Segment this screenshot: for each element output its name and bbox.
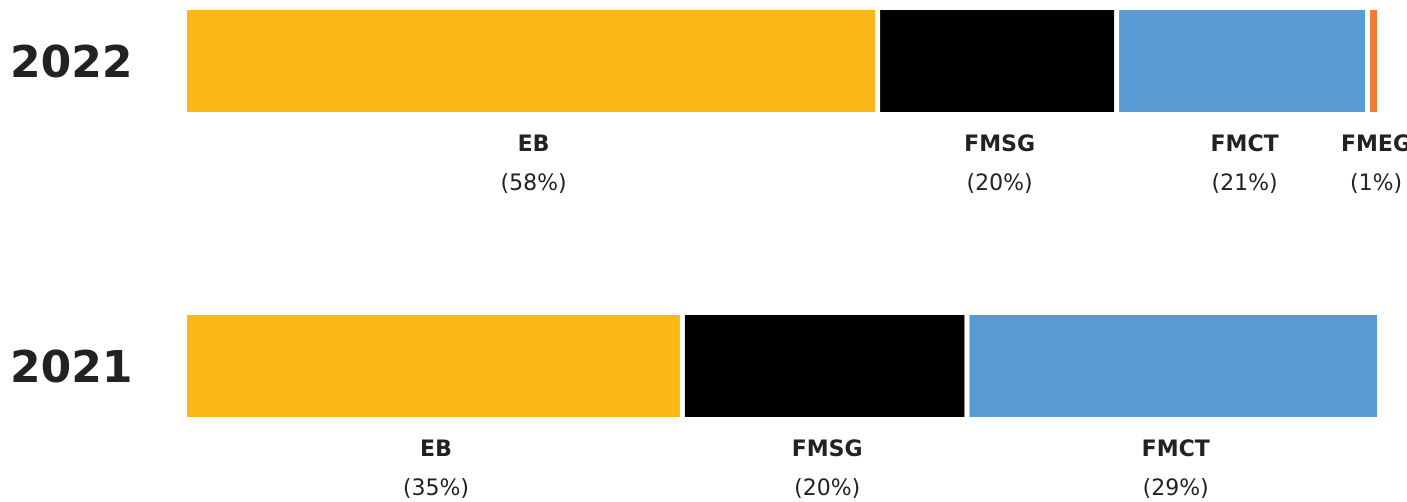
segment-value-label: (20%): [794, 476, 860, 501]
segment-name: FMSG: [792, 437, 863, 462]
segment-value-label: (21%): [1212, 171, 1278, 196]
segment-value-label: (58%): [501, 171, 567, 196]
bar-segment: [187, 10, 876, 112]
bar-segment: [880, 10, 1115, 112]
segment-value-label: (35%): [403, 476, 469, 501]
segment-name: FMCT: [1142, 437, 1210, 462]
bar-segment: [187, 315, 680, 417]
year-label: 2022: [10, 37, 132, 88]
segment-name: FMSG: [964, 132, 1035, 157]
segment-value-label: (1%): [1350, 171, 1402, 196]
bar-segment: [684, 315, 965, 417]
bar-segment: [1119, 10, 1366, 112]
segment-name: EB: [420, 437, 452, 462]
segment-value-label: (20%): [967, 171, 1033, 196]
segment-name: EB: [518, 132, 550, 157]
bar-segment: [969, 315, 1377, 417]
bar-segment: [1370, 10, 1377, 112]
segment-name: FMCT: [1211, 132, 1279, 157]
segment-name: FMEG: [1341, 132, 1407, 157]
segment-value-label: (29%): [1143, 476, 1209, 501]
year-label: 2021: [10, 342, 132, 393]
